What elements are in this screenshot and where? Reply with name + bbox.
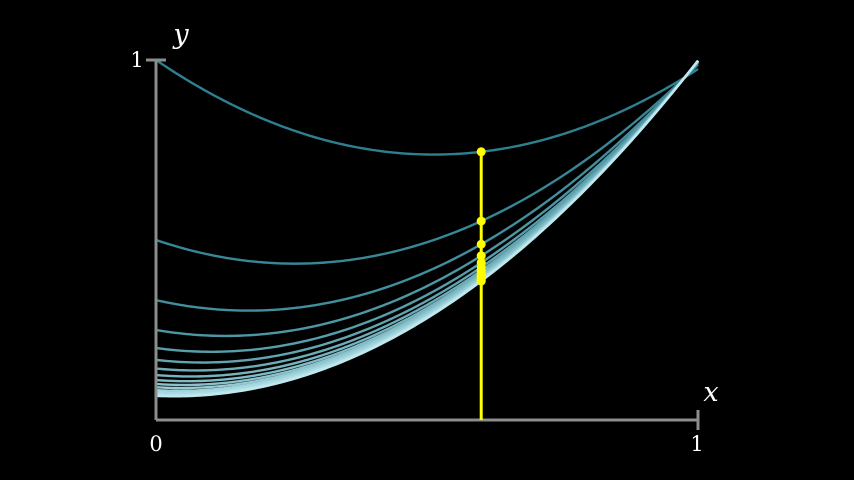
- intersection-point-1: [476, 216, 486, 226]
- curve-family: [155, 59, 699, 398]
- curve-3: [155, 61, 699, 338]
- intersection-point-0: [476, 147, 486, 157]
- y-tick-label-1: 1: [130, 48, 143, 72]
- curve-8: [155, 60, 699, 383]
- x-tick-label-0: 0: [149, 432, 162, 456]
- intersection-points: [476, 147, 486, 286]
- curve-1: [155, 63, 699, 265]
- y-axis-label: y: [172, 19, 189, 50]
- intersection-point-2: [476, 239, 486, 249]
- curve-0: [155, 59, 699, 156]
- x-axis-label: x: [703, 377, 718, 408]
- curve-14: [155, 59, 699, 398]
- intersection-point-3: [476, 251, 486, 261]
- curve-4: [155, 61, 699, 353]
- curve-11: [155, 60, 699, 392]
- curve-13: [155, 59, 699, 397]
- curve-12: [155, 59, 699, 395]
- intersection-point-14: [476, 276, 486, 286]
- curve-2: [155, 62, 699, 312]
- x-tick-label-1: 1: [690, 432, 703, 456]
- curve-10: [155, 60, 699, 390]
